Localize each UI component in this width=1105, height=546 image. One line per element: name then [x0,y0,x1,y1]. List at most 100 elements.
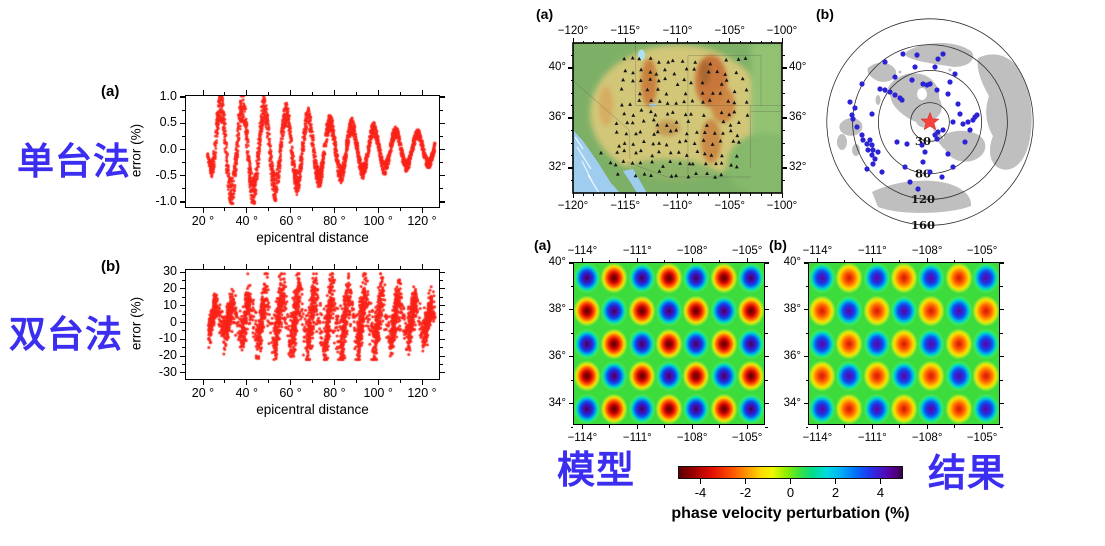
map-lon-minor-tick [697,193,699,196]
lon-tick-label: −120° [557,200,589,212]
checkerboard-frame [573,262,765,425]
x-axis-minor-tick [399,266,401,269]
x-axis-major-tick [202,208,204,213]
x-axis-major-tick [290,380,292,385]
lon-tick-label: −114° [802,245,833,257]
x-axis-major-tick [333,380,336,385]
y-axis-major-tick [440,338,445,340]
checker-lat-tick [804,403,808,405]
map-lon-minor-tick [614,40,616,43]
map-lat-tick [568,117,573,119]
checker-cell-positive [599,293,630,328]
topo-map-svg [572,42,783,194]
y-tick-label: -0.5 [155,167,177,182]
colorbar-tick [834,479,837,484]
checker-lat-minor-tick [805,426,808,428]
checker-cell-positive [808,262,837,296]
lon-tick-label: −108° [676,245,708,257]
map-lon-minor-tick [603,193,605,196]
lat-tick-label: 40° [548,61,566,73]
x-axis-minor-tick [268,266,270,269]
map-lat-minor-tick [570,55,573,56]
checker-lon-tick [581,258,584,262]
checker-lon-tick [926,258,928,262]
checker-lat-minor-tick [1000,426,1003,428]
checker-cell-positive [708,359,739,394]
checker-cell-positive [736,262,765,296]
checker-cell-negative [626,293,657,328]
map-lon-minor-tick [656,193,658,196]
y-axis-major-tick [440,288,445,290]
y-tick-label: -30 [158,364,177,379]
checker-cell-positive [708,293,739,328]
map-lon-minor-tick [645,40,647,43]
label-single-station-method: 单台法 [17,141,131,182]
checker-cell-negative [943,326,974,361]
map-lat-minor-tick [570,105,573,106]
y-axis-minor-tick [182,296,185,298]
x-axis-minor-tick [312,208,313,211]
checker-cell-positive [808,391,837,425]
y-axis-major-tick [440,321,445,324]
y-tick-label: -10 [158,331,177,346]
y-tick-label: 1.0 [159,89,177,103]
y-axis-major-tick [440,96,445,98]
map-lat-tick [568,67,573,69]
x-axis-minor-tick [312,266,313,269]
lat-tick-label: 32° [548,161,566,173]
checker-cell-positive [626,326,657,361]
checker-cell-positive [681,326,712,361]
checker-lat-minor-tick [765,379,768,381]
x-axis-major-tick [246,90,248,95]
lon-tick-label: −111° [857,245,887,257]
x-axis-major-tick [377,264,379,269]
x-tick-label: 60 ° [279,214,302,228]
checker-cell-negative [889,326,919,361]
x-tick-label: 80 ° [323,214,346,228]
y-axis-minor-tick [182,188,185,190]
lon-tick-label: −100° [766,25,798,37]
checker-cell-negative [834,326,865,361]
checker-lon-minor-tick [844,259,846,262]
x-axis-minor-tick [268,380,270,383]
x-tick-label: 60 ° [279,386,302,400]
x-axis-minor-tick [355,266,357,269]
y-axis-major-tick [180,175,185,177]
checker-cell-positive [626,391,657,425]
colorbar-tick [879,479,882,484]
lat-tick-label: 36° [783,349,801,362]
checker-cell-positive [861,391,892,425]
lon-tick-label: −114° [567,432,598,444]
checker-cell-negative [834,262,865,296]
map-lon-minor-tick [760,40,762,43]
lon-tick-label: −105° [731,245,763,257]
y-axis-major-tick [440,355,445,357]
checker-lat-minor-tick [1000,379,1003,381]
checker-cell-negative [971,359,1000,394]
checker-lat-tick [1000,356,1004,358]
y-axis-title: error (%) [128,123,144,177]
scatter-points-canvas [186,270,439,379]
checker-lat-tick [569,262,573,264]
checker-cell-negative [889,262,919,296]
lon-tick-label: −111° [857,432,887,444]
map-lat-tick [782,117,787,119]
checker-lon-tick [691,258,693,262]
checker-lat-minor-tick [1000,285,1003,287]
checker-lat-minor-tick [570,379,573,381]
checker-lat-minor-tick [765,332,768,334]
map-lon-minor-tick [582,193,584,196]
map-lat-minor-tick [570,92,573,94]
x-axis-major-tick [202,264,204,269]
map-lon-minor-tick [666,40,668,43]
map-lat-minor-tick [570,155,573,156]
map-lon-minor-tick [635,193,637,196]
checker-lon-minor-tick [899,259,901,262]
colorbar-tick-label: -2 [739,485,752,500]
checker-cell-positive [626,262,657,296]
map-lon-minor-tick [708,193,710,196]
checker-lat-tick [765,309,769,311]
checker-cell-positive [573,326,602,361]
checker-cell-negative [708,391,739,425]
